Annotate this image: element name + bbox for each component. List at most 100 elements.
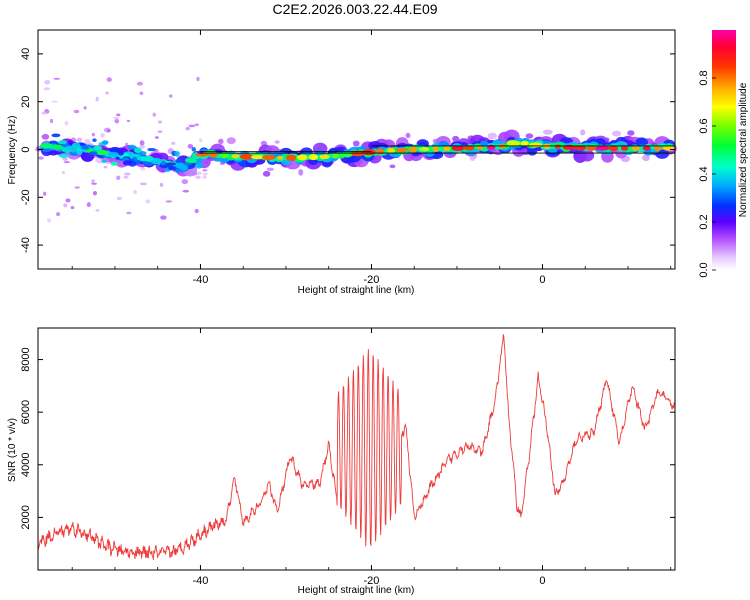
colorbar-tick-label: 0.2	[698, 214, 710, 229]
spectrogram-cell	[123, 175, 129, 179]
spectrogram-cell	[74, 186, 80, 189]
spectrogram-cell	[208, 152, 218, 158]
snr-x-label: Height of straight line (km)	[298, 585, 415, 596]
spectrogram-cell	[165, 200, 173, 203]
spectrogram-cell	[145, 199, 151, 204]
spectrogram-cell	[139, 182, 147, 186]
spectrogram-cell	[476, 145, 484, 150]
spectrogram-cell	[157, 130, 163, 133]
spectrogram-cell	[250, 154, 265, 160]
spectrogram-cell	[63, 160, 70, 164]
spectrogram-cell	[154, 136, 159, 139]
spectrogram-cell	[296, 154, 308, 161]
spectrogram-cell	[91, 182, 97, 185]
colorbar-tick-label: 0.6	[698, 118, 710, 133]
spectrogram-cell	[202, 174, 207, 179]
spectrogram-cell	[64, 120, 69, 126]
snr-panel: -40 -20 0 2000 4000 6000 8000 Height of straig…	[7, 327, 676, 596]
spectrogram-cell	[126, 119, 130, 123]
spectrogram-cell	[124, 172, 131, 176]
spectrogram-cell	[73, 109, 80, 114]
spectrogram-cell	[118, 151, 124, 156]
spectrogram-cell	[116, 175, 121, 180]
spectrogram-cell	[56, 212, 61, 217]
spectrogram-cell	[44, 79, 51, 85]
spectrogram-cell	[131, 156, 138, 162]
spectrogram-y-tick-label: 20	[20, 96, 32, 108]
spectrogram-cell	[525, 133, 534, 139]
spectrogram-cell	[168, 165, 174, 171]
spectrogram-cell	[100, 133, 105, 138]
spectrogram-cell	[84, 138, 91, 146]
snr-y-tick-label: 4000	[20, 453, 32, 477]
spectrogram-cell	[91, 132, 95, 137]
spectrogram-cell	[76, 137, 83, 142]
spectrogram-cell	[43, 191, 47, 196]
spectrogram-cell	[262, 154, 276, 161]
spectrogram-cell	[528, 142, 543, 148]
spectrogram-cell	[175, 158, 182, 164]
spectrogram-cell	[620, 145, 629, 151]
spectrogram-cell	[187, 143, 194, 149]
snr-y-tick-label: 6000	[20, 400, 32, 424]
spectrogram-y-tick-label: 0	[20, 146, 32, 152]
spectrogram-cell	[160, 215, 167, 220]
spectrogram-cell	[196, 76, 200, 82]
spectrogram-x-tick-label: -40	[193, 274, 209, 286]
spectrogram-ticks: -40 -20 0 -40 -20 0 20 40	[20, 30, 675, 286]
spectrogram-cell	[91, 179, 95, 183]
spectrogram-cell	[140, 156, 154, 162]
spectrogram-cell	[642, 154, 650, 162]
spectrogram-cell	[53, 77, 61, 80]
spectrogram-cell	[154, 158, 162, 164]
spectrogram-cell	[139, 144, 145, 149]
colorbar-tick-label: 0.8	[698, 70, 710, 85]
spectrogram-cell	[112, 117, 120, 120]
spectrogram-cell	[65, 198, 71, 203]
spectrogram-cell	[199, 138, 203, 143]
spectrogram-cell	[573, 145, 587, 151]
spectrogram-cell	[114, 118, 120, 124]
spectrogram-cell	[136, 81, 144, 86]
spectrogram-cell	[105, 91, 109, 95]
spectrogram-cell	[642, 145, 651, 151]
snr-y-tick-label: 2000	[20, 505, 32, 529]
spectrogram-cell	[94, 145, 103, 151]
spectrogram-cell	[554, 144, 561, 150]
spectrogram-cell	[362, 149, 376, 156]
spectrogram-cell	[83, 106, 87, 110]
spectrogram-cell	[101, 159, 107, 163]
snr-series-line	[37, 334, 675, 560]
spectrogram-cell	[520, 141, 529, 146]
spectrogram-cell	[611, 130, 622, 137]
spectrogram-cell	[122, 160, 132, 166]
spectrogram-cell	[147, 147, 156, 152]
snr-x-tick-label: -20	[364, 575, 380, 587]
spectrogram-cell	[49, 118, 54, 124]
spectrogram-cell	[419, 147, 430, 152]
spectrogram-cell	[101, 140, 109, 145]
spectrogram-cell	[285, 154, 297, 161]
spectrogram-cell	[107, 128, 111, 133]
spectrogram-cell	[139, 91, 144, 95]
spectrogram-cell	[463, 145, 475, 151]
spectrogram-cell	[196, 171, 202, 175]
spectrogram-cell	[51, 133, 61, 138]
snr-frame	[37, 327, 676, 571]
spectrogram-cell	[160, 160, 166, 166]
spectrogram-cell	[443, 145, 451, 152]
spectrogram-cell	[182, 189, 190, 193]
colorbar: 0.0 0.2 0.4 0.6 0.8 Normalized spectral ampl…	[698, 30, 749, 278]
spectrogram-cell	[631, 145, 640, 151]
spectrogram-cell	[226, 137, 236, 145]
spectrogram-cell	[47, 218, 51, 223]
spectrogram-cell	[298, 169, 304, 176]
spectrogram-cell	[387, 147, 396, 154]
spectrogram-cell	[627, 130, 635, 136]
spectrogram-cell	[219, 153, 229, 158]
spectrogram-cell	[95, 96, 99, 102]
colorbar-ticks: 0.0 0.2 0.4 0.6 0.8	[698, 70, 716, 278]
spectrogram-cell	[38, 156, 44, 160]
spectrogram-cell	[174, 162, 186, 169]
spectrogram-cell	[115, 156, 120, 160]
